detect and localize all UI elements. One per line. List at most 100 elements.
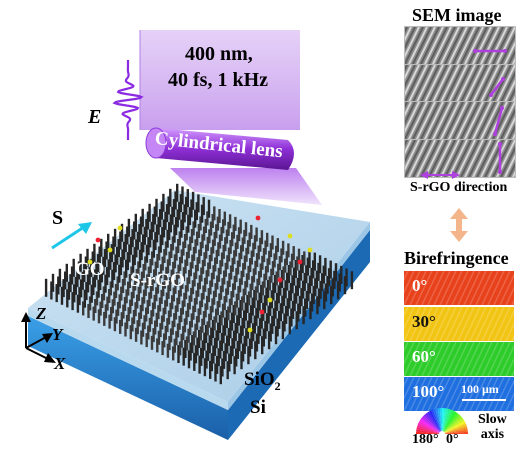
pillar	[162, 307, 165, 322]
sem-ridge	[420, 65, 440, 102]
pillar	[258, 318, 262, 337]
pillar	[141, 322, 145, 337]
pillar	[166, 343, 170, 358]
pillar	[211, 239, 215, 254]
pillar	[192, 221, 195, 236]
wheel-segment	[442, 414, 461, 434]
pillar	[124, 234, 127, 253]
pillar	[209, 280, 212, 295]
pillar	[60, 286, 64, 305]
pillar	[88, 266, 91, 285]
sem-ridge	[464, 140, 484, 177]
sem-ridge	[444, 102, 464, 139]
pillar	[222, 244, 225, 259]
streak	[421, 377, 439, 411]
pillar	[83, 264, 86, 283]
pillar	[136, 294, 139, 309]
pillar	[174, 279, 177, 294]
pillar	[98, 246, 101, 265]
birefringence-angle-label: 60°	[412, 347, 436, 366]
sem-ridge	[492, 65, 512, 102]
pillar	[250, 224, 253, 239]
pillar	[222, 350, 226, 369]
focused-beam	[170, 168, 322, 205]
streak	[433, 271, 451, 305]
pillar	[107, 233, 110, 252]
pillar	[321, 273, 324, 292]
streak	[421, 307, 439, 341]
sem-ridge	[432, 27, 452, 64]
pillar	[166, 229, 169, 248]
pillar	[296, 256, 299, 271]
pillar	[169, 328, 173, 343]
sem-ridge	[436, 140, 456, 177]
sem-ridge	[405, 140, 416, 163]
pillar	[195, 202, 198, 221]
pillar	[97, 309, 101, 324]
pillar	[74, 276, 77, 295]
pillar	[182, 326, 185, 341]
axes-icon	[21, 312, 56, 363]
wheel-segment	[433, 408, 442, 434]
pillar	[181, 300, 184, 315]
pillar	[255, 253, 259, 268]
nanoparticles	[87, 215, 313, 333]
scan-arrow-icon	[51, 222, 92, 250]
pillar	[270, 268, 273, 283]
pillar	[184, 259, 187, 274]
pillar	[194, 323, 197, 338]
pillar	[76, 294, 80, 313]
pillar	[245, 247, 248, 262]
pillar	[173, 338, 176, 353]
pillar	[153, 269, 156, 284]
streak	[457, 271, 475, 305]
axis-x-label: X	[54, 354, 66, 373]
pillar	[138, 312, 141, 327]
sem-title: SEM image	[412, 5, 502, 25]
pillar	[258, 271, 261, 286]
particle	[287, 233, 293, 239]
pillar	[168, 222, 171, 241]
cylindrical-lens	[145, 127, 294, 170]
pillar	[271, 235, 274, 250]
pillar	[152, 239, 155, 258]
pillar	[283, 313, 286, 332]
streak	[451, 342, 469, 376]
pillar	[113, 228, 117, 247]
pillar	[157, 305, 160, 320]
pillar	[194, 264, 198, 279]
pillar	[313, 252, 316, 271]
streak	[499, 309, 514, 341]
streak	[404, 377, 409, 388]
pillar	[100, 238, 103, 257]
pillar	[171, 206, 174, 225]
pillar	[191, 335, 194, 353]
sem-ridge	[460, 27, 480, 64]
streak	[421, 271, 439, 305]
pillar	[203, 277, 207, 292]
pillar	[210, 272, 214, 287]
pillar	[180, 249, 183, 264]
pillar	[191, 191, 195, 210]
sem-ridge	[405, 27, 420, 59]
pillar	[186, 189, 189, 208]
pillar	[164, 241, 168, 256]
pillar	[225, 229, 229, 244]
pillar	[155, 224, 159, 243]
pillar	[103, 311, 106, 326]
pillar	[183, 318, 187, 333]
pillar	[252, 242, 255, 257]
sem-ridge	[508, 49, 515, 64]
pillar	[189, 262, 192, 277]
pillar	[86, 248, 89, 267]
pillar	[168, 251, 171, 266]
pillar	[215, 355, 219, 374]
pillar	[244, 281, 247, 296]
pillar	[218, 234, 222, 249]
pillar	[276, 238, 279, 253]
pillar	[196, 231, 199, 246]
streak	[481, 377, 499, 411]
pillar	[177, 264, 180, 279]
pillar	[142, 289, 146, 304]
pillar	[131, 229, 134, 248]
